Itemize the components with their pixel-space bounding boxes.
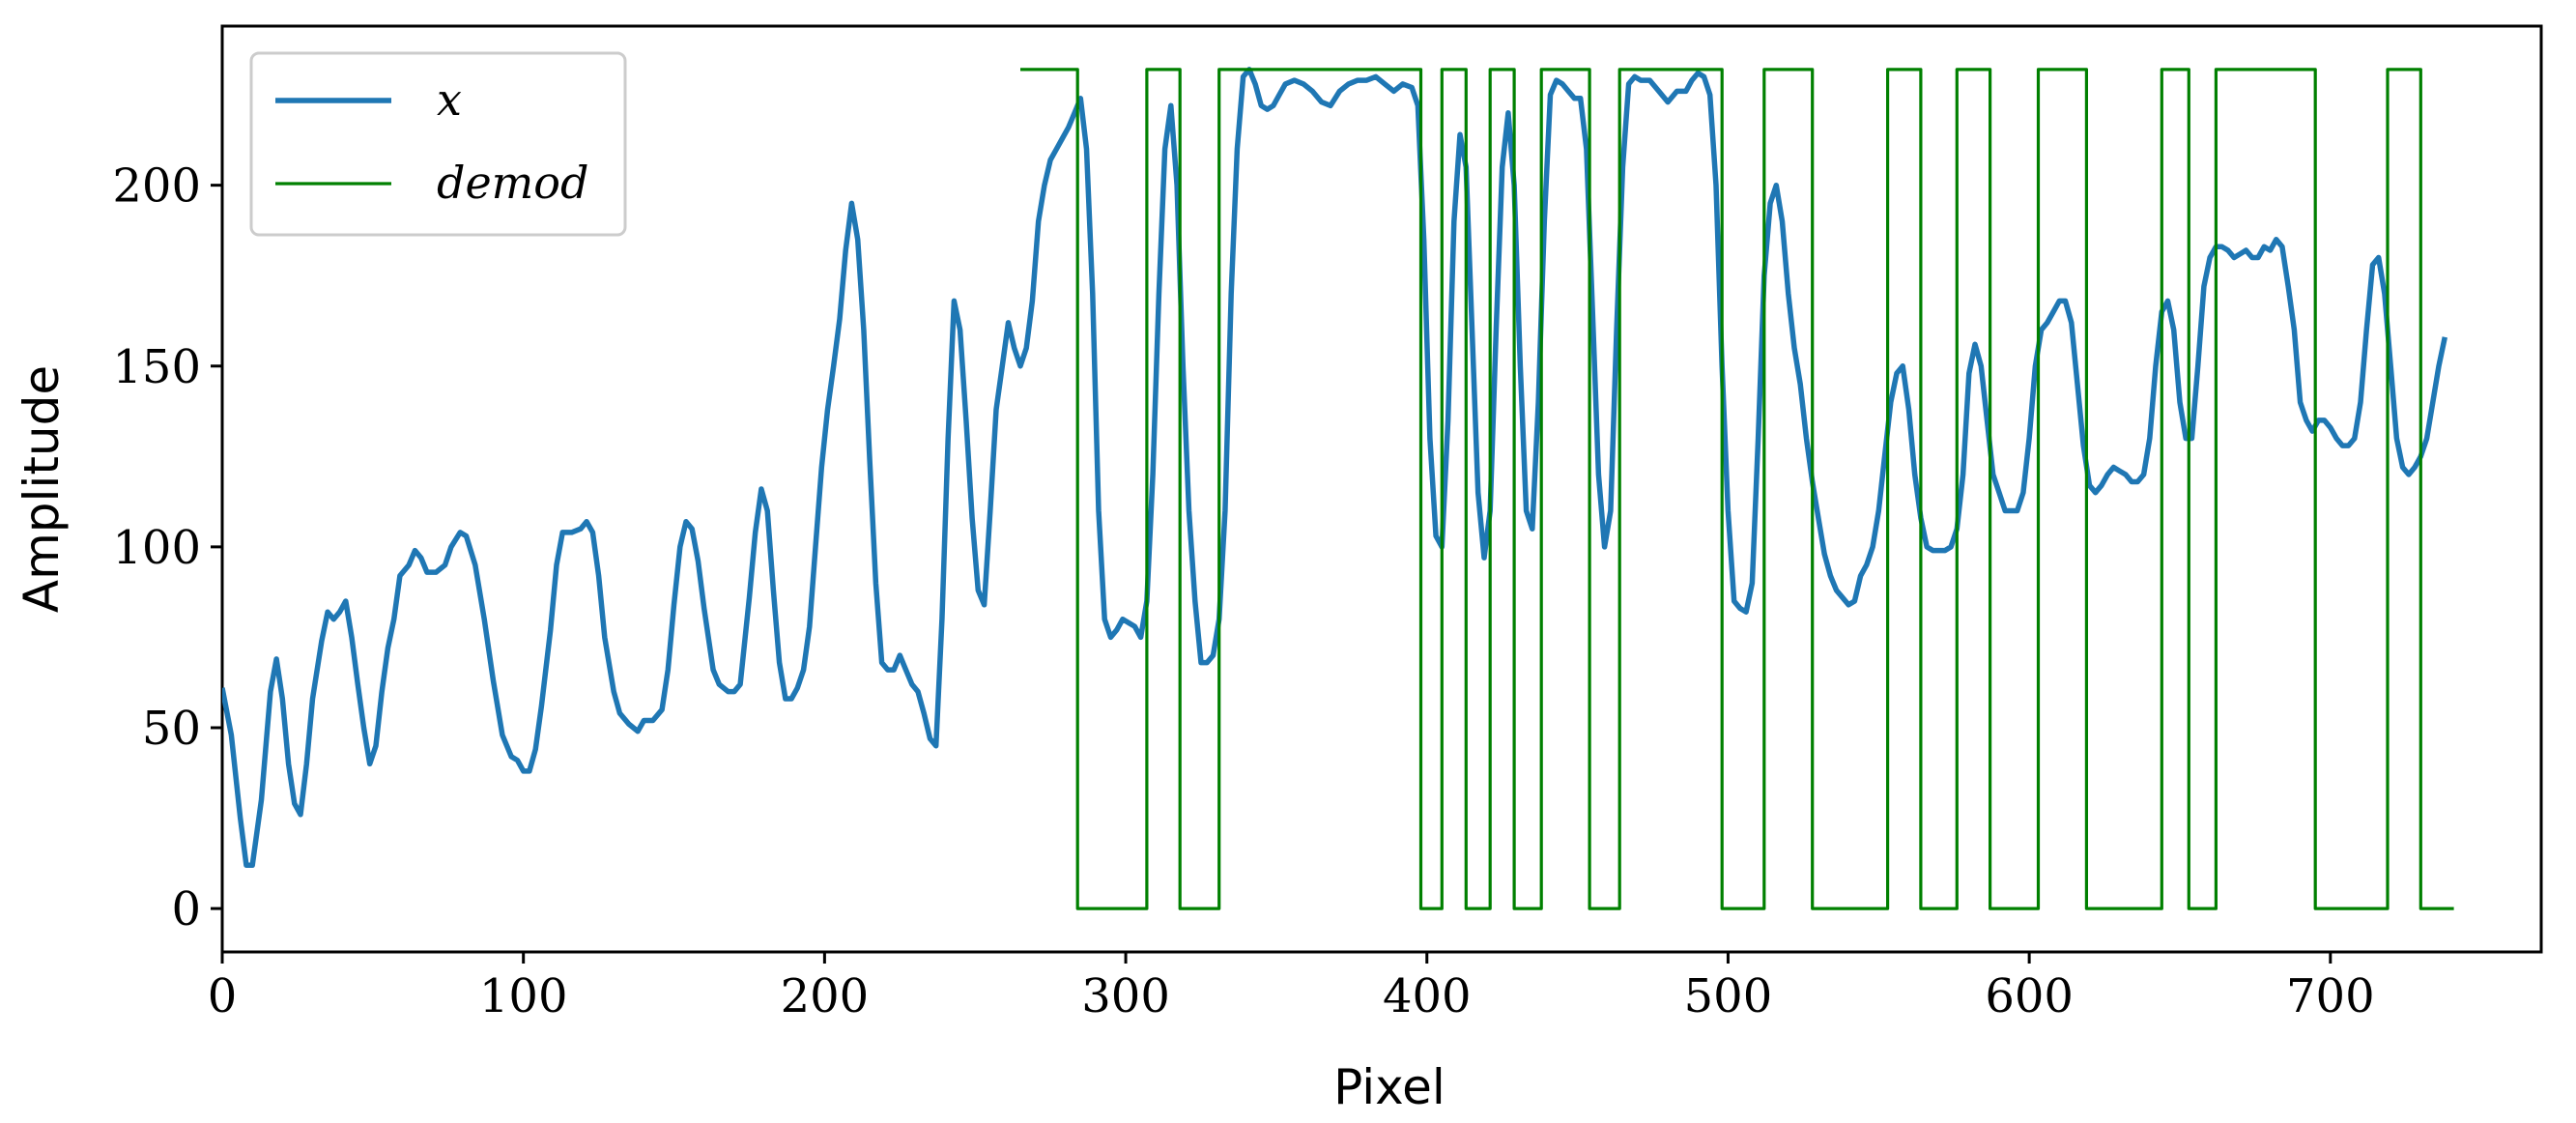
x-axis-label: Pixel xyxy=(1333,1059,1445,1115)
x-tick-label: 200 xyxy=(781,969,870,1023)
x-tick-label: 400 xyxy=(1383,969,1472,1023)
x-tick-label: 600 xyxy=(1985,969,2074,1023)
series-line-demod xyxy=(1020,68,2454,910)
y-axis-label: Amplitude xyxy=(14,365,70,613)
x-tick-label: 0 xyxy=(208,969,238,1023)
x-tick-label: 300 xyxy=(1081,969,1170,1023)
x-tick-label: 500 xyxy=(1684,969,1773,1023)
y-tick-label: 50 xyxy=(142,702,201,756)
series-layer xyxy=(222,67,2454,910)
plot-frame xyxy=(220,24,2543,954)
y-tick-label: 150 xyxy=(112,340,201,394)
series-line-x xyxy=(222,67,2447,868)
plot-area xyxy=(220,24,2543,954)
y-tick-label: 0 xyxy=(171,882,201,936)
x-tick-label: 700 xyxy=(2286,969,2375,1023)
x-tick-label: 100 xyxy=(479,969,568,1023)
y-tick-label: 100 xyxy=(112,521,201,575)
legend-label-x: x xyxy=(437,73,462,126)
y-tick-label: 200 xyxy=(112,159,201,214)
legend: x demod xyxy=(249,51,627,237)
legend-label-demod: demod xyxy=(437,157,588,209)
axes-layer: 0 100 200 300 400 500 600 700 0 50 100 150 200 xyxy=(112,159,2374,1023)
